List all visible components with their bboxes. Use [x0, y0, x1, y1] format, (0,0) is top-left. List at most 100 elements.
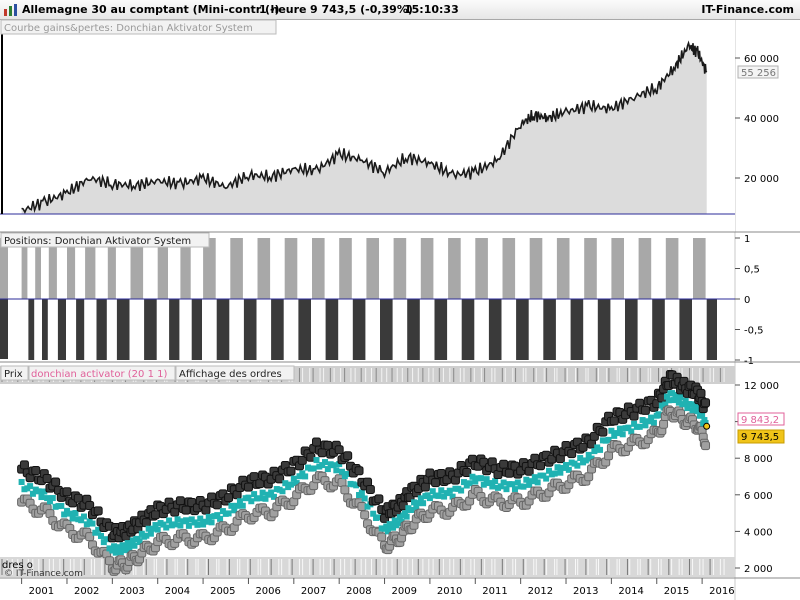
price-channel-mark	[426, 495, 433, 502]
position-long-bar	[284, 238, 298, 299]
price-upper-mark	[175, 496, 185, 506]
price-channel-mark	[225, 510, 232, 517]
position-short-bar	[434, 299, 448, 360]
price-channel-mark	[466, 480, 473, 487]
timeframe-label[interactable]: 1 heure	[259, 3, 307, 16]
price-channel-mark	[449, 493, 456, 500]
price-channel-mark	[509, 481, 516, 488]
position-long-bar	[85, 238, 96, 299]
price-channel-mark	[619, 431, 626, 438]
price-upper-mark	[224, 493, 234, 503]
price-channel-mark	[78, 517, 85, 524]
price-channel-mark	[38, 494, 45, 501]
price-channel-mark	[205, 513, 212, 520]
price-upper-mark	[701, 398, 711, 408]
position-short-bar	[380, 299, 393, 360]
price-channel-mark	[689, 407, 696, 414]
price-channel-mark	[80, 513, 87, 520]
price-channel-mark	[441, 493, 448, 500]
x-tick-label: 2005	[210, 586, 235, 597]
price-channel-mark	[677, 394, 684, 401]
price-upper-mark	[374, 494, 384, 504]
price-channel-mark	[302, 473, 309, 480]
price-channel-mark	[119, 542, 126, 549]
price-channel-mark	[18, 478, 25, 485]
price-channel-mark	[239, 502, 246, 509]
price-channel-mark	[282, 480, 289, 487]
price-channel-mark	[582, 457, 589, 464]
price-channel-mark	[489, 483, 496, 490]
position-long-bar	[67, 238, 76, 299]
positions-ytick-label: 0	[744, 295, 750, 306]
position-long-bar	[107, 238, 116, 299]
price-channel-mark	[131, 542, 138, 549]
price-channel-mark	[370, 510, 377, 517]
x-tick-label: 2010	[437, 586, 462, 597]
price-channel-mark	[171, 521, 178, 528]
position-short-bar	[191, 299, 202, 360]
orders-strip-bottom	[0, 557, 735, 577]
position-short-bar	[352, 299, 366, 360]
price-channel-mark	[554, 464, 561, 471]
brand-label: IT-Finance.com	[701, 3, 794, 16]
x-tick-label: 2016	[709, 586, 734, 597]
equity-title: Courbe gains&pertes: Donchian Aktivator …	[4, 23, 253, 34]
position-short-bar	[625, 299, 638, 360]
position-long-bar	[230, 238, 243, 299]
price-channel-mark	[642, 422, 649, 429]
price-upper-mark	[323, 440, 333, 450]
price-channel-mark	[116, 544, 123, 551]
price-upper-mark	[567, 449, 577, 459]
positions-title: Positions: Donchian Aktivator System	[4, 236, 191, 247]
position-long-bar	[556, 238, 570, 299]
position-long-bar	[257, 238, 271, 299]
price-lower-mark	[105, 556, 115, 566]
equity-panel[interactable]: 20 000 40 000 60 000 Courbe gains&pertes: …	[0, 19, 779, 232]
price-channel-mark	[648, 414, 655, 421]
price-channel-mark	[411, 499, 418, 506]
price-channel-mark	[415, 500, 422, 507]
price-channel-mark	[290, 475, 297, 482]
price-channel-mark	[682, 397, 689, 404]
position-long-bar	[420, 238, 434, 299]
indicator-title: donchian activator (20 1 1)	[31, 369, 167, 380]
price-channel-mark	[531, 474, 538, 481]
price-channel-mark	[636, 423, 643, 430]
price-upper-mark	[420, 482, 430, 492]
position-short-bar	[271, 299, 284, 360]
price-channel-mark	[134, 535, 141, 542]
price-channel-mark	[534, 479, 541, 486]
price-channel-mark	[147, 530, 154, 537]
position-short-bar	[407, 299, 420, 360]
price-channel-mark	[526, 481, 533, 488]
position-short-bar	[679, 299, 692, 360]
price-upper-mark	[170, 507, 180, 517]
price-channel-mark	[616, 425, 623, 432]
x-tick-label: 2015	[664, 586, 689, 597]
price-channel-mark	[565, 466, 572, 473]
price-channel-mark	[417, 495, 424, 502]
price-channel-mark	[631, 420, 638, 427]
positions-ytick-label: 0,5	[744, 265, 760, 276]
indicator-value-tag-box	[737, 412, 785, 426]
price-channel-mark	[401, 510, 408, 517]
price-channel-mark	[492, 478, 499, 485]
position-short-bar	[597, 299, 611, 360]
price-channel-mark	[438, 487, 445, 494]
price-upper-mark	[640, 405, 650, 415]
price-channel-mark	[150, 525, 157, 532]
position-long-bar	[584, 238, 597, 299]
price-channel-mark	[236, 498, 243, 505]
price-upper-mark	[334, 445, 344, 455]
x-tick-label: 2014	[618, 586, 643, 597]
positions-panel[interactable]: 10,50-0,5-1 Positions: Donchian Aktivato…	[0, 232, 764, 367]
price-channel-mark	[124, 540, 131, 547]
price-channel-mark	[89, 520, 96, 527]
price-upper-mark	[275, 474, 285, 484]
price-channel-mark	[597, 446, 604, 453]
price-upper-mark	[578, 442, 588, 452]
price-channel-mark	[546, 467, 553, 474]
price-upper-mark	[181, 505, 191, 515]
